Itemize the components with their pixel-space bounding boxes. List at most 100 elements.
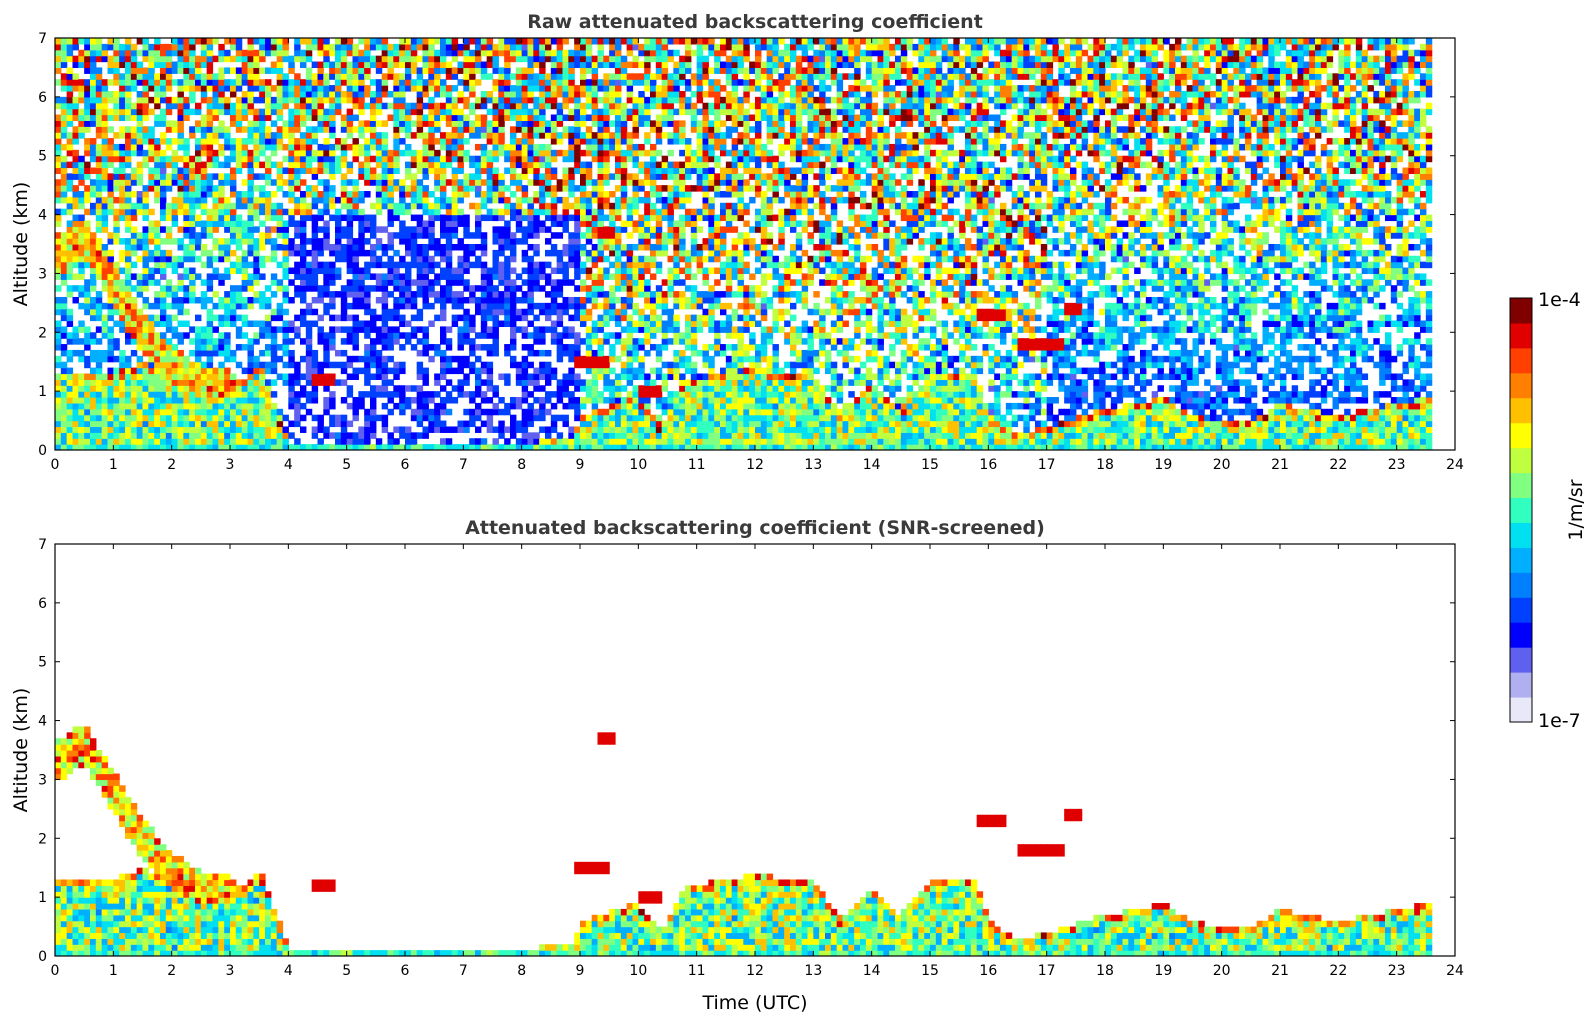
heatmap-cell xyxy=(515,173,523,180)
heatmap-cell xyxy=(533,191,540,198)
heatmap-cell xyxy=(556,49,564,57)
heatmap-cell xyxy=(469,202,476,210)
heatmap-cell xyxy=(422,61,429,69)
heatmap-cell xyxy=(451,73,459,80)
heatmap-cell xyxy=(428,232,435,239)
heatmap-cell xyxy=(329,202,336,210)
heatmap-cell xyxy=(171,332,179,339)
heatmap-cell xyxy=(101,126,109,133)
heatmap-cell xyxy=(259,320,266,327)
heatmap-cell xyxy=(597,249,604,257)
heatmap-cell xyxy=(329,85,336,92)
heatmap-cell xyxy=(463,114,470,121)
heatmap-cell xyxy=(486,373,494,380)
heatmap-cell xyxy=(265,438,272,445)
heatmap-cell xyxy=(574,143,581,151)
heatmap-cell xyxy=(568,349,575,357)
heatmap-cell xyxy=(311,355,319,363)
heatmap-cell xyxy=(259,238,266,245)
heatmap-cell xyxy=(463,420,470,428)
heatmap-cell xyxy=(148,385,155,392)
heatmap-cell xyxy=(370,61,377,69)
heatmap-cell xyxy=(288,138,295,145)
heatmap-cell xyxy=(230,67,237,74)
heatmap-cell xyxy=(183,191,190,198)
heatmap-cell xyxy=(323,344,330,351)
heatmap-cell xyxy=(515,361,523,369)
heatmap-cell xyxy=(440,61,447,69)
heatmap-cell xyxy=(405,114,412,121)
heatmap-cell xyxy=(335,244,342,251)
heatmap-cell xyxy=(364,391,371,398)
heatmap-cell xyxy=(270,314,278,322)
heatmap-cell xyxy=(72,273,79,280)
heatmap-cell xyxy=(241,367,249,375)
heatmap-cell xyxy=(445,285,453,292)
heatmap-cell xyxy=(224,143,231,151)
heatmap-cell xyxy=(165,126,173,133)
heatmap-cell xyxy=(84,185,91,192)
heatmap-cell xyxy=(206,414,214,422)
heatmap-cell xyxy=(393,120,400,127)
heatmap-cell xyxy=(580,179,587,186)
heatmap-cell xyxy=(165,373,173,380)
heatmap-cell xyxy=(550,96,558,104)
heatmap-cell xyxy=(399,432,406,439)
heatmap-cell xyxy=(195,238,202,245)
heatmap-cell xyxy=(224,208,231,216)
heatmap-cell xyxy=(527,49,534,57)
heatmap-cell xyxy=(119,444,126,450)
heatmap-cell xyxy=(340,173,348,180)
heatmap-cell xyxy=(270,208,278,216)
heatmap-cell xyxy=(422,296,429,304)
heatmap-cell xyxy=(469,361,476,369)
heatmap-cell xyxy=(370,308,377,316)
heatmap-cell xyxy=(66,438,74,445)
heatmap-cell xyxy=(305,344,313,351)
heatmap-cell xyxy=(206,155,214,163)
heatmap-cell xyxy=(405,167,412,174)
heatmap-cell xyxy=(200,391,208,398)
heatmap-cell xyxy=(504,302,511,310)
heatmap-cell xyxy=(212,185,219,192)
heatmap-cell xyxy=(265,108,272,116)
heatmap-cell xyxy=(539,173,546,180)
heatmap-cell xyxy=(300,138,307,145)
heatmap-cell xyxy=(282,379,289,386)
heatmap-cell xyxy=(375,132,383,139)
heatmap-cell xyxy=(230,143,237,151)
heatmap-cell xyxy=(95,402,103,410)
heatmap-cell xyxy=(84,438,91,445)
heatmap-cell xyxy=(189,191,196,198)
heatmap-cell xyxy=(305,249,313,257)
heatmap-cell xyxy=(90,114,97,121)
heatmap-cell xyxy=(218,90,225,98)
heatmap-cell xyxy=(84,296,91,304)
heatmap-cell xyxy=(550,126,558,133)
heatmap-cell xyxy=(300,279,307,286)
heatmap-cell xyxy=(55,114,62,121)
heatmap-cell xyxy=(95,308,103,316)
heatmap-cell xyxy=(241,414,249,422)
heatmap-cell xyxy=(585,196,593,204)
heatmap-cell xyxy=(527,391,534,398)
heatmap-cell xyxy=(235,49,243,57)
heatmap-cell xyxy=(486,138,494,145)
heatmap-cell xyxy=(585,114,593,121)
heatmap-cell xyxy=(358,102,365,110)
heatmap-cell xyxy=(107,444,114,450)
heatmap-cell xyxy=(200,414,208,422)
heatmap-cell xyxy=(200,61,208,69)
heatmap-cell xyxy=(300,444,307,450)
heatmap-cell xyxy=(445,255,453,263)
heatmap-cell xyxy=(60,38,68,45)
heatmap-cell xyxy=(247,414,254,422)
heatmap-cell xyxy=(434,38,441,45)
heatmap-cell xyxy=(305,55,313,63)
heatmap-cell xyxy=(241,114,249,121)
heatmap-cell xyxy=(346,267,354,275)
heatmap-cell xyxy=(568,132,575,139)
heatmap-cell xyxy=(165,238,173,245)
heatmap-cell xyxy=(171,161,179,169)
heatmap-cell xyxy=(492,102,499,110)
